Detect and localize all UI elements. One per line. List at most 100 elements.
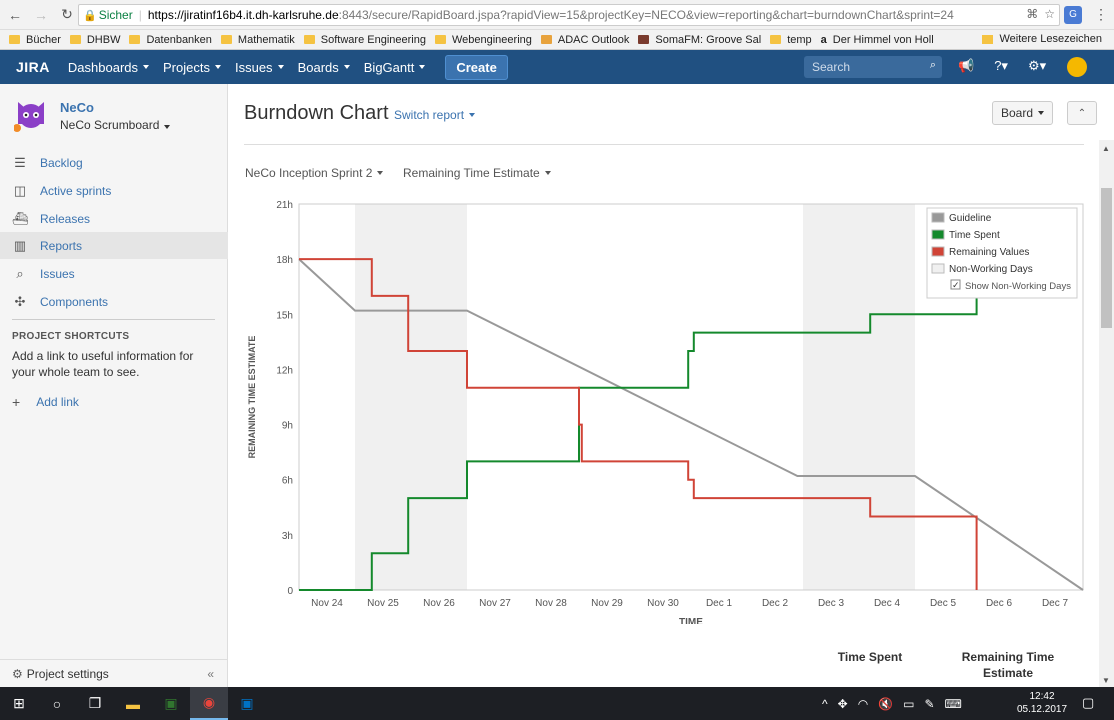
pen-icon[interactable]: ✎: [924, 696, 935, 711]
bookmark[interactable]: temp: [770, 34, 812, 46]
star-icon[interactable]: ☆: [1044, 7, 1055, 21]
legend-label: Time Spent: [949, 230, 1000, 241]
sidebar-item-active-sprints[interactable]: ◫ Active sprints: [13, 182, 112, 198]
collapse-header-button[interactable]: ⌃: [1067, 101, 1097, 125]
outlook-icon[interactable]: ▣: [240, 695, 254, 711]
wifi-icon[interactable]: ◠: [857, 696, 869, 711]
switch-report-dropdown[interactable]: Switch report: [394, 108, 476, 122]
y-tick-label: 0: [287, 586, 293, 597]
x-tick-label: Dec 3: [818, 598, 845, 609]
menu-biggantt[interactable]: BigGantt: [364, 60, 426, 75]
project-settings-link[interactable]: ⚙ Project settings «: [0, 659, 228, 687]
legend-swatch: [931, 246, 945, 257]
search-icon: ⌕: [929, 59, 936, 71]
sidebar-item-reports[interactable]: ▥ Reports: [0, 232, 228, 259]
chart-icon: ▥: [13, 237, 27, 253]
menu-boards[interactable]: Boards: [298, 60, 350, 75]
megaphone-icon[interactable]: 📢: [958, 58, 975, 73]
x-tick-label: Nov 30: [647, 598, 679, 609]
project-name[interactable]: NeCo: [60, 100, 94, 115]
bookmark[interactable]: Software Engineering: [303, 34, 426, 46]
bookmark[interactable]: Bücher: [9, 34, 61, 46]
bookmark[interactable]: DHBW: [69, 34, 120, 46]
shortcuts-heading: PROJECT SHORTCUTS: [12, 331, 130, 342]
task-view-icon[interactable]: ❐: [88, 695, 102, 711]
reload-icon[interactable]: ↻: [61, 6, 73, 22]
non-working-band: [355, 204, 467, 590]
sprint-select[interactable]: NeCo Inception Sprint 2: [245, 166, 384, 180]
forward-icon[interactable]: →: [34, 6, 48, 23]
battery-icon[interactable]: ▭: [903, 696, 915, 711]
other-bookmarks[interactable]: Weitere Lesezeichen: [982, 33, 1102, 45]
system-clock[interactable]: 12:42 05.12.2017: [1016, 691, 1068, 715]
bookmark[interactable]: SomaFM: Groove Sal: [638, 34, 761, 46]
folder-icon: [770, 35, 782, 44]
board-icon: ◫: [13, 182, 27, 198]
x-axis-label: TIME: [679, 617, 703, 624]
chevron-up-icon[interactable]: ^: [822, 696, 828, 711]
y-axis-label: REMAINING TIME ESTIMATE: [247, 336, 257, 459]
address-bar[interactable]: 🔒 Sicher | https://jiratinf16b4.it.dh-ka…: [78, 4, 1060, 26]
cortana-icon[interactable]: ○: [52, 695, 62, 712]
sidebar-item-releases[interactable]: ⛴ Releases: [11, 210, 91, 226]
bookmark[interactable]: Mathematik: [220, 34, 295, 46]
help-icon[interactable]: ?▾: [994, 58, 1008, 73]
scroll-thumb[interactable]: [1101, 188, 1112, 328]
notifications-icon[interactable]: ▢: [1082, 695, 1095, 710]
dropbox-icon[interactable]: ✥: [837, 696, 848, 711]
page-title: Burndown Chart: [244, 102, 389, 124]
sidebar-divider: [12, 319, 215, 320]
keyboard-icon[interactable]: ⌨: [944, 696, 962, 711]
back-icon[interactable]: ←: [8, 6, 22, 23]
bookmark[interactable]: Webengineering: [434, 34, 532, 46]
project-sidebar: NeCo NeCo Scrumboard ☰ Backlog ◫ Active sp…: [0, 84, 228, 687]
sidebar-item-components[interactable]: ✣ Components: [0, 288, 228, 315]
volume-muted-icon[interactable]: 🔇: [878, 696, 894, 711]
legend-label: Guideline: [949, 213, 992, 224]
project-avatar: [14, 102, 44, 132]
search-input[interactable]: Search ⌕: [804, 56, 942, 78]
folder-icon: [220, 35, 232, 44]
check-icon: ✓: [952, 281, 960, 291]
x-tick-label: Nov 25: [367, 598, 399, 609]
file-explorer-icon[interactable]: ▬: [126, 695, 140, 712]
add-link-button[interactable]: + Add link: [12, 394, 79, 410]
folder-icon: [129, 35, 141, 44]
translate-icon[interactable]: ⌘: [1026, 7, 1039, 21]
legend-swatch: [931, 229, 945, 240]
folder-icon: [69, 35, 81, 44]
x-tick-label: Dec 1: [706, 598, 733, 609]
bookmark[interactable]: Datenbanken: [129, 34, 212, 46]
menu-projects[interactable]: Projects: [163, 60, 221, 75]
x-tick-label: Nov 29: [591, 598, 623, 609]
estimate-select[interactable]: Remaining Time Estimate: [403, 166, 551, 180]
page-scrollbar[interactable]: ▲ ▼: [1099, 140, 1114, 687]
bookmark[interactable]: a Der Himmel von Holl: [820, 33, 934, 46]
outlook-icon: [540, 35, 552, 44]
gear-icon[interactable]: ⚙▾: [1027, 58, 1047, 73]
col-remaining-estimate: Remaining Time Estimate: [961, 650, 1055, 680]
sidebar-item-backlog[interactable]: ☰ Backlog: [0, 149, 228, 176]
board-selector[interactable]: NeCo Scrumboard: [60, 118, 171, 132]
show-non-working-checkbox: [950, 279, 961, 290]
jira-logo[interactable]: JIRA: [16, 59, 50, 75]
menu-dashboards[interactable]: Dashboards: [68, 60, 150, 75]
board-button[interactable]: Board: [992, 101, 1054, 125]
create-button[interactable]: Create: [445, 54, 508, 80]
windows-start-icon[interactable]: ⊞: [13, 695, 25, 711]
scroll-down-icon[interactable]: ▼: [1102, 676, 1110, 685]
system-tray: ^ ✥ ◠ 🔇 ▭ ✎ ⌨: [822, 687, 962, 720]
gear-icon: ⚙: [12, 666, 23, 681]
jira-header: JIRA Dashboards Projects Issues Boards B…: [0, 50, 1114, 84]
sidebar-item-issues[interactable]: ⌕ Issues: [0, 260, 228, 287]
scroll-up-icon[interactable]: ▲: [1102, 144, 1110, 153]
chrome-icon[interactable]: ◉: [190, 687, 228, 720]
user-avatar[interactable]: [1067, 57, 1087, 77]
project-app-icon[interactable]: ▣: [164, 695, 178, 711]
main-content: Burndown Chart Switch report Board ⌃ NeC…: [229, 84, 1099, 687]
menu-issues[interactable]: Issues: [235, 60, 284, 75]
bookmark[interactable]: ADAC Outlook: [540, 34, 629, 46]
extension-icon[interactable]: G: [1064, 6, 1082, 24]
browser-menu-icon[interactable]: ⋮: [1094, 6, 1108, 22]
collapse-sidebar-icon[interactable]: «: [207, 666, 214, 681]
